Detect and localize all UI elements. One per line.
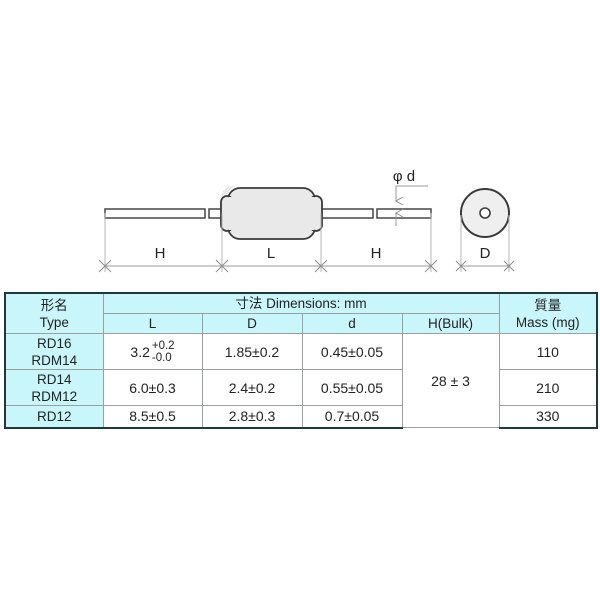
end-view-circle — [460, 188, 510, 238]
header-mass-en: Mass (mg) — [515, 314, 580, 330]
header-col-l: L — [102, 313, 203, 334]
dimension-line-h-left: H — [98, 245, 229, 273]
dim-label-l: L — [267, 245, 275, 262]
row-type-line1: RD12 — [36, 408, 72, 424]
row-value-d: 1.85±0.2 — [201, 333, 303, 370]
row-l-base: 3.2 — [130, 343, 150, 360]
row-type-line2: RDM14 — [31, 352, 78, 368]
row-l-tol-plus: +0.2 — [151, 339, 175, 352]
row-value-h-bulk: 28 ± 3 — [401, 333, 500, 428]
row-value-d: 2.8±0.3 — [201, 405, 303, 429]
row-value-small-d: 0.45±0.05 — [301, 333, 403, 370]
extension-lines — [104, 213, 432, 272]
row-type-cell: RD14 RDM12 — [4, 369, 104, 406]
row-value-mass: 330 — [498, 405, 599, 429]
row-type-line2: RDM12 — [31, 388, 78, 404]
header-col-h-bulk: H(Bulk) — [401, 313, 500, 334]
specifications-table: 形名 Type 寸法 Dimensions: mm 質量 Mass (mg) L… — [4, 292, 599, 429]
header-mass-cell: 質量 Mass (mg) — [498, 292, 599, 334]
row-value-small-d: 0.55±0.05 — [301, 369, 403, 406]
table-row: RD12 8.5±0.5 2.8±0.3 0.7±0.05 330 — [4, 405, 599, 429]
table-row: RD16 RDM14 3.2 +0.2 -0.0 1.85±0.2 0.45±0… — [4, 333, 599, 428]
row-value-l: 8.5±0.5 — [102, 405, 203, 429]
dim-label-phi-d: φ d — [393, 168, 415, 185]
table-header-row-1: 形名 Type 寸法 Dimensions: mm 質量 Mass (mg) — [4, 292, 599, 334]
dim-label-d: D — [480, 245, 491, 262]
resistor-body — [220, 185, 323, 240]
dimension-line-h-right: H — [321, 245, 438, 273]
end-view-extension-lines — [460, 215, 510, 272]
lead-left-outer — [104, 208, 206, 219]
header-dimensions-group: 寸法 Dimensions: mm — [102, 292, 500, 314]
table-row: RD14 RDM12 6.0±0.3 2.4±0.2 0.55±0.05 210 — [4, 369, 599, 406]
lead-right-outer — [376, 208, 432, 219]
phi-d-callout: φ d — [393, 168, 428, 226]
header-type-jp: 形名 — [40, 297, 68, 313]
dimension-line-d: D — [455, 245, 515, 272]
dimension-line-l: L — [222, 245, 328, 273]
row-value-d: 2.4±0.2 — [201, 369, 303, 406]
row-value-small-d: 0.7±0.05 — [301, 405, 403, 429]
dim-label-h-right: H — [371, 245, 382, 262]
header-type-en: Type — [39, 314, 69, 330]
row-value-mass: 210 — [498, 369, 599, 406]
row-value-mass: 110 — [498, 333, 599, 370]
row-l-tol-minus: -0.0 — [151, 351, 172, 364]
row-value-l: 3.2 +0.2 -0.0 — [102, 333, 203, 370]
dim-label-h-left: H — [155, 245, 166, 262]
header-mass-jp: 質量 — [534, 297, 562, 313]
row-type-line1: RD16 — [36, 335, 72, 351]
header-col-d: D — [201, 313, 303, 334]
specifications-table-container: 形名 Type 寸法 Dimensions: mm 質量 Mass (mg) L… — [4, 292, 599, 429]
row-type-cell: RD12 — [4, 405, 104, 429]
header-col-small-d: d — [301, 313, 403, 334]
component-outline-drawing: H L H φ d — [0, 0, 600, 290]
row-type-cell: RD16 RDM14 — [4, 333, 104, 370]
lead-right-inner — [319, 208, 374, 219]
row-value-l: 6.0±0.3 — [102, 369, 203, 406]
header-type-cell: 形名 Type — [4, 292, 104, 334]
row-type-line1: RD14 — [36, 371, 72, 387]
